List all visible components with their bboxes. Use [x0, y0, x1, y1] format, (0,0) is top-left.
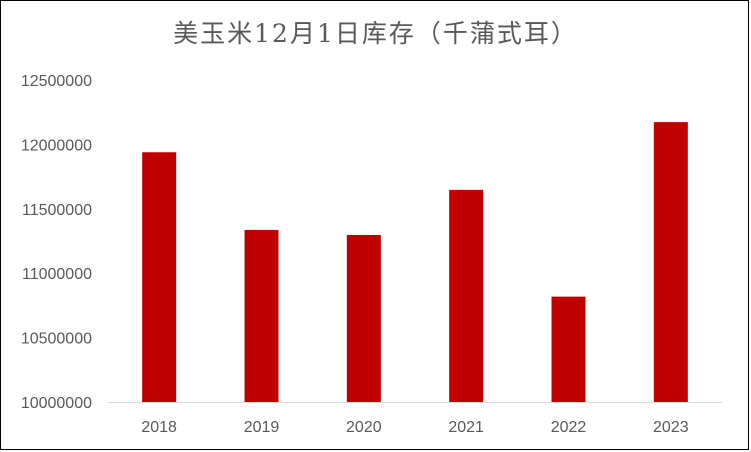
bar-2020 [346, 234, 381, 402]
x-tick-label: 2018 [141, 419, 177, 436]
bars [142, 122, 688, 402]
x-axis-ticks: 2018 2019 2020 2021 2022 2023 [141, 419, 688, 436]
y-tick-label: 10000000 [21, 395, 92, 412]
x-tick-label: 2022 [551, 419, 587, 436]
x-tick-label: 2021 [448, 419, 484, 436]
y-tick-label: 12000000 [21, 137, 92, 154]
x-tick-label: 2020 [346, 419, 382, 436]
y-tick-label: 11000000 [22, 266, 92, 283]
bar-2023 [653, 122, 688, 402]
x-tick-label: 2023 [653, 419, 689, 436]
y-tick-label: 10500000 [21, 331, 92, 348]
y-axis-ticks: 10000000 10500000 11000000 11500000 12000000… [21, 73, 92, 412]
y-tick-label: 11500000 [22, 202, 92, 219]
chart-title: 美玉米12月1日库存（千蒲式耳） [173, 19, 578, 48]
bar-2018 [142, 152, 177, 402]
y-tick-label: 12500000 [21, 73, 92, 90]
x-tick-label: 2019 [244, 419, 280, 436]
bar-2022 [551, 296, 586, 402]
bar-2021 [449, 189, 484, 402]
bar-2019 [244, 229, 279, 402]
